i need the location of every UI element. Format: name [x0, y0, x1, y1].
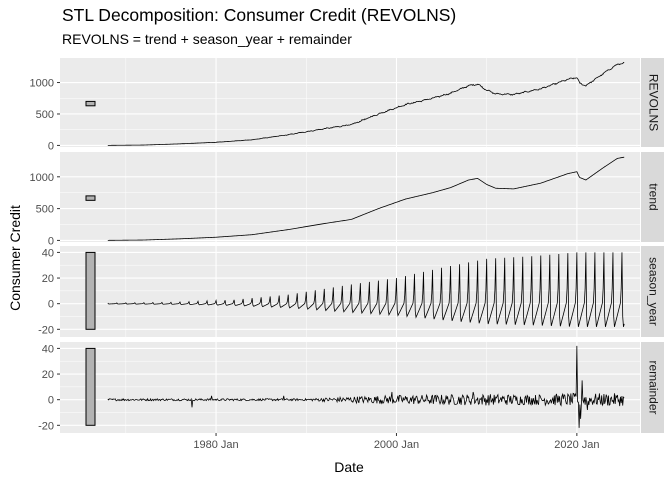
y-tick-label-REVOLNS: 0	[48, 140, 54, 152]
panel-background-season_year	[60, 246, 640, 337]
y-tick-label-remainder: 20	[42, 369, 54, 381]
y-tick-label-REVOLNS: 500	[36, 109, 54, 121]
facet-strip-trend	[641, 152, 664, 242]
facet-label-season_year: season_year	[646, 257, 660, 326]
y-tick-label-season_year: 0	[48, 299, 54, 311]
x-tick-label: 1980 Jan	[193, 439, 238, 451]
y-tick-label-season_year: 20	[42, 273, 54, 285]
y-tick-label-trend: 0	[48, 235, 54, 247]
y-tick-label-trend: 500	[36, 204, 54, 216]
y-axis-label: Consumer Credit	[7, 205, 23, 311]
series-line-remainder	[107, 345, 625, 428]
facet-label-REVOLNS: REVOLNS	[646, 74, 660, 131]
x-axis-label: Date	[334, 459, 364, 475]
facet-label-trend: trend	[646, 183, 660, 210]
y-tick-label-remainder: 40	[42, 343, 54, 355]
scale-bar-remainder	[85, 347, 96, 426]
facet-strip-season_year	[641, 246, 664, 337]
facet-label-remainder: remainder	[646, 360, 660, 414]
x-tick-label: 2020 Jan	[554, 439, 599, 451]
scale-bar-REVOLNS	[85, 100, 96, 107]
y-tick-label-season_year: 40	[42, 247, 54, 259]
panel-background-trend	[60, 152, 640, 242]
series-line-REVOLNS	[107, 61, 625, 146]
series-line-season_year	[107, 252, 625, 327]
y-tick-label-remainder: 0	[48, 395, 54, 407]
scale-bar-season_year	[85, 251, 96, 330]
facet-strip-REVOLNS	[641, 58, 664, 147]
y-tick-label-season_year: -20	[38, 324, 54, 336]
facet-strip-remainder	[641, 342, 664, 433]
panel-background-remainder	[60, 342, 640, 433]
scale-bar-trend	[85, 195, 96, 201]
series-line-trend	[107, 156, 625, 241]
chart-title: STL Decomposition: Consumer Credit (REVO…	[62, 5, 457, 25]
y-tick-label-REVOLNS: 1000	[30, 78, 54, 90]
chart-subtitle: REVOLNS = trend + season_year + remainde…	[62, 31, 352, 47]
y-tick-label-trend: 1000	[30, 172, 54, 184]
x-tick-label: 2000 Jan	[374, 439, 419, 451]
y-tick-label-remainder: -20	[38, 420, 54, 432]
panel-background-REVOLNS	[60, 58, 640, 147]
